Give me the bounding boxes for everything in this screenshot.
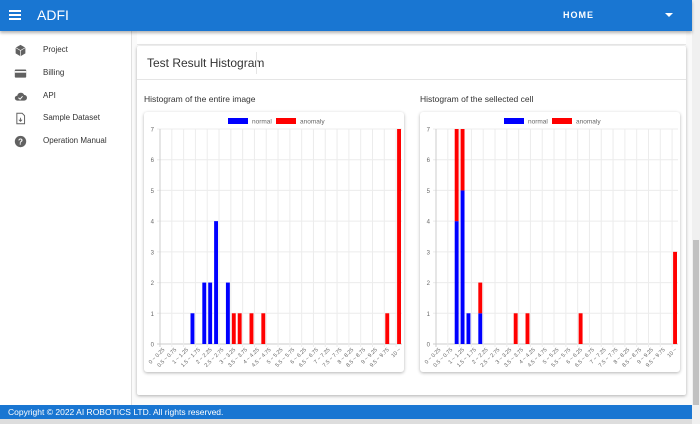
sidebar-item-label: Project (43, 45, 68, 54)
bar-anomaly (385, 313, 390, 344)
caret-down-icon[interactable] (665, 13, 673, 17)
chart-title-selected-cell: Histogram of the sellected cell (420, 94, 534, 104)
help-circle-icon: ? (14, 135, 27, 148)
bar-normal (460, 190, 465, 344)
histogram-card: Test Result Histogram Histogram of the e… (137, 46, 686, 395)
legend-swatch-normal (228, 118, 248, 124)
bar-anomaly (261, 313, 266, 344)
sidebar-item-project[interactable]: Project (0, 40, 131, 62)
y-tick-label: 6 (427, 158, 431, 164)
legend-label-anomaly: anomaly (576, 119, 601, 126)
y-tick-label: 4 (427, 220, 431, 226)
y-tick-label: 5 (151, 189, 155, 195)
y-tick-label: 0 (427, 343, 431, 349)
app-header: ADFI HOME (0, 0, 692, 31)
footer: Copyright © 2022 AI ROBOTICS LTD. All ri… (0, 405, 692, 419)
file-download-icon (16, 112, 26, 125)
x-tick-label: 10 ~ (667, 347, 679, 359)
bar-normal (478, 313, 483, 344)
scrollbar-thumb[interactable] (693, 240, 699, 405)
app-title[interactable]: ADFI (37, 7, 69, 23)
bar-normal (208, 282, 213, 344)
bar-anomaly (397, 129, 401, 344)
legend-label-anomaly: anomaly (300, 119, 325, 126)
bar-normal (225, 282, 230, 344)
sidebar-item-label: Operation Manual (43, 136, 107, 145)
sidebar-item-sample-dataset[interactable]: Sample Dataset (0, 108, 131, 130)
y-tick-label: 7 (427, 128, 431, 134)
sidebar-item-label: API (43, 91, 56, 100)
bottom-strip (0, 419, 692, 424)
y-tick-label: 1 (427, 312, 431, 318)
hamburger-icon[interactable] (9, 8, 21, 22)
sidebar-item-label: Billing (43, 68, 65, 77)
legend-label-normal: normal (528, 119, 548, 126)
y-tick-label: 0 (151, 343, 155, 349)
bar-anomaly (578, 313, 583, 344)
bar-normal (190, 313, 195, 344)
sidebar-item-billing[interactable]: Billing (0, 63, 131, 85)
divider (137, 79, 686, 80)
cube-icon (15, 44, 26, 57)
bar-anomaly (673, 251, 677, 344)
scrollbar[interactable] (692, 0, 700, 424)
legend-swatch-normal (504, 118, 524, 124)
home-menu-button[interactable]: HOME (563, 10, 594, 20)
chart-title-entire-image: Histogram of the entire image (144, 94, 256, 104)
sidebar-item-operation-manual[interactable]: ? Operation Manual (0, 131, 131, 153)
bar-anomaly (237, 313, 242, 344)
bar-anomaly (231, 313, 236, 344)
card-title: Test Result Histogram (147, 56, 265, 70)
sidebar: Project Billing API Sample Dataset ? Ope… (0, 31, 132, 405)
x-tick-label: 10 ~ (391, 347, 403, 359)
bar-normal (466, 313, 471, 344)
y-tick-label: 7 (151, 128, 155, 134)
sidebar-item-api[interactable]: API (0, 86, 131, 108)
y-tick-label: 4 (151, 220, 155, 226)
divider (256, 52, 257, 74)
legend-swatch-anomaly (552, 118, 572, 124)
y-tick-label: 2 (427, 281, 431, 287)
y-tick-label: 1 (151, 312, 155, 318)
bar-normal (202, 282, 207, 344)
bar-anomaly (249, 313, 254, 344)
bar-normal (454, 221, 459, 344)
cloud-check-icon (14, 92, 27, 101)
top-card (137, 31, 686, 45)
legend-swatch-anomaly (276, 118, 296, 124)
bar-anomaly (460, 129, 465, 191)
y-tick-label: 5 (427, 189, 431, 195)
y-tick-label: 6 (151, 158, 155, 164)
sidebar-item-label: Sample Dataset (43, 113, 100, 122)
bar-anomaly (454, 129, 459, 222)
bar-anomaly (478, 282, 483, 314)
bar-normal (214, 221, 219, 344)
legend-label-normal: normal (252, 119, 272, 126)
y-tick-label: 3 (151, 250, 155, 256)
bar-anomaly (525, 313, 530, 344)
credit-card-icon (14, 69, 27, 78)
y-tick-label: 3 (427, 250, 431, 256)
y-tick-label: 2 (151, 281, 155, 287)
bar-anomaly (513, 313, 518, 344)
svg-text:?: ? (18, 137, 23, 146)
